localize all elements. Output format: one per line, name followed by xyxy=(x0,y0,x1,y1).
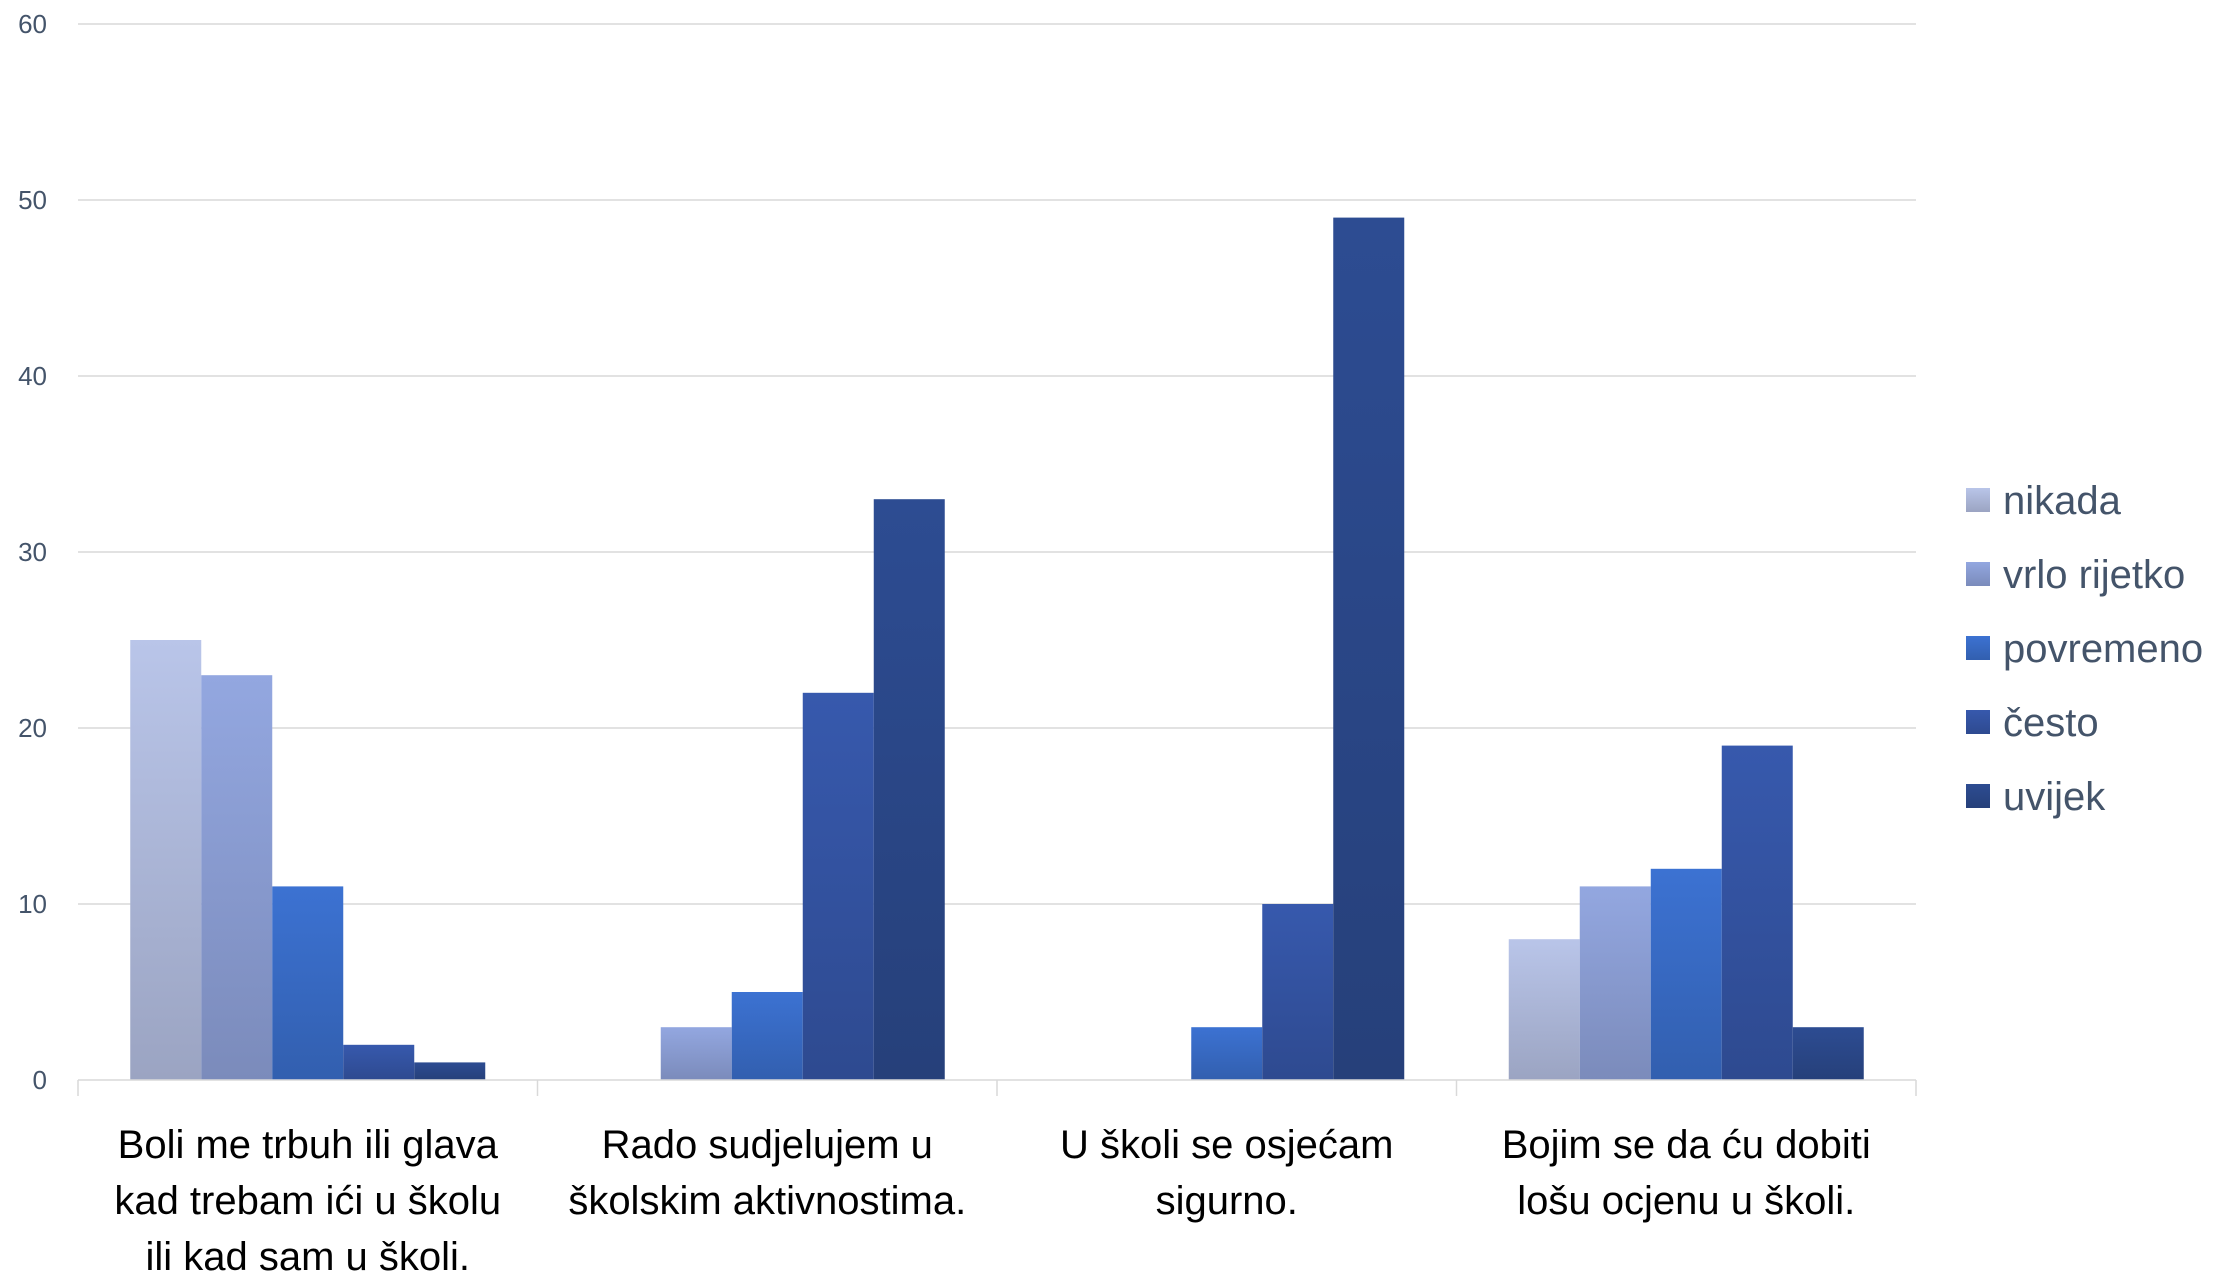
y-tick-label: 20 xyxy=(18,713,47,743)
legend-label: nikada xyxy=(2003,479,2122,523)
bar xyxy=(1508,939,1580,1080)
y-tick-label: 60 xyxy=(18,9,47,39)
bar xyxy=(130,640,202,1080)
bar xyxy=(414,1062,486,1080)
legend-label: uvijek xyxy=(2003,775,2106,819)
bar xyxy=(1792,1027,1864,1080)
category-label: U školi se osjećam sigurno. xyxy=(1060,1123,1393,1223)
bars xyxy=(130,217,1864,1081)
category-label: Boli me trbuh ili glava kad trebam ići u … xyxy=(114,1123,501,1279)
y-tick-label: 10 xyxy=(18,889,47,919)
y-axis-ticks: 0 10 20 30 40 50 60 xyxy=(18,9,47,1095)
legend-label: povremeno xyxy=(2003,627,2203,671)
legend-item: uvijek xyxy=(1966,775,2106,819)
y-tick-label: 40 xyxy=(18,361,47,391)
x-axis xyxy=(77,1079,1917,1096)
legend-label: često xyxy=(2003,701,2099,745)
legend-swatch xyxy=(1966,488,1990,512)
legend-swatch xyxy=(1966,784,1990,808)
category-label: Rado sudjelujem u školskim aktivnostima. xyxy=(568,1123,966,1223)
y-tick-label: 30 xyxy=(18,537,47,567)
bar xyxy=(1262,904,1334,1080)
bar xyxy=(873,499,945,1080)
bar xyxy=(731,992,803,1080)
legend-label: vrlo rijetko xyxy=(2003,553,2185,597)
legend-swatch xyxy=(1966,710,1990,734)
category-label: Bojim se da ću dobiti lošu ocjenu u školi… xyxy=(1502,1123,1871,1223)
bar xyxy=(1650,868,1722,1080)
legend-swatch xyxy=(1966,562,1990,586)
bar xyxy=(1333,217,1405,1081)
category-labels: Boli me trbuh ili glava kad trebam ići u … xyxy=(114,1123,1870,1279)
bar xyxy=(1579,886,1651,1080)
bar xyxy=(1191,1027,1263,1080)
legend-item: nikada xyxy=(1966,479,2122,523)
y-tick-label: 0 xyxy=(33,1065,47,1095)
bar xyxy=(201,675,273,1080)
bar xyxy=(1721,745,1793,1080)
bar xyxy=(660,1027,732,1080)
legend-item: povremeno xyxy=(1966,627,2203,671)
legend-item: često xyxy=(1966,701,2099,745)
bar xyxy=(802,692,874,1080)
y-tick-label: 50 xyxy=(18,185,47,215)
legend: nikada vrlo rijetko povremeno često uvijek xyxy=(1966,479,2203,819)
bar xyxy=(272,886,344,1080)
gridlines xyxy=(78,23,1916,905)
legend-swatch xyxy=(1966,636,1990,660)
legend-item: vrlo rijetko xyxy=(1966,553,2185,597)
bar xyxy=(343,1044,415,1080)
